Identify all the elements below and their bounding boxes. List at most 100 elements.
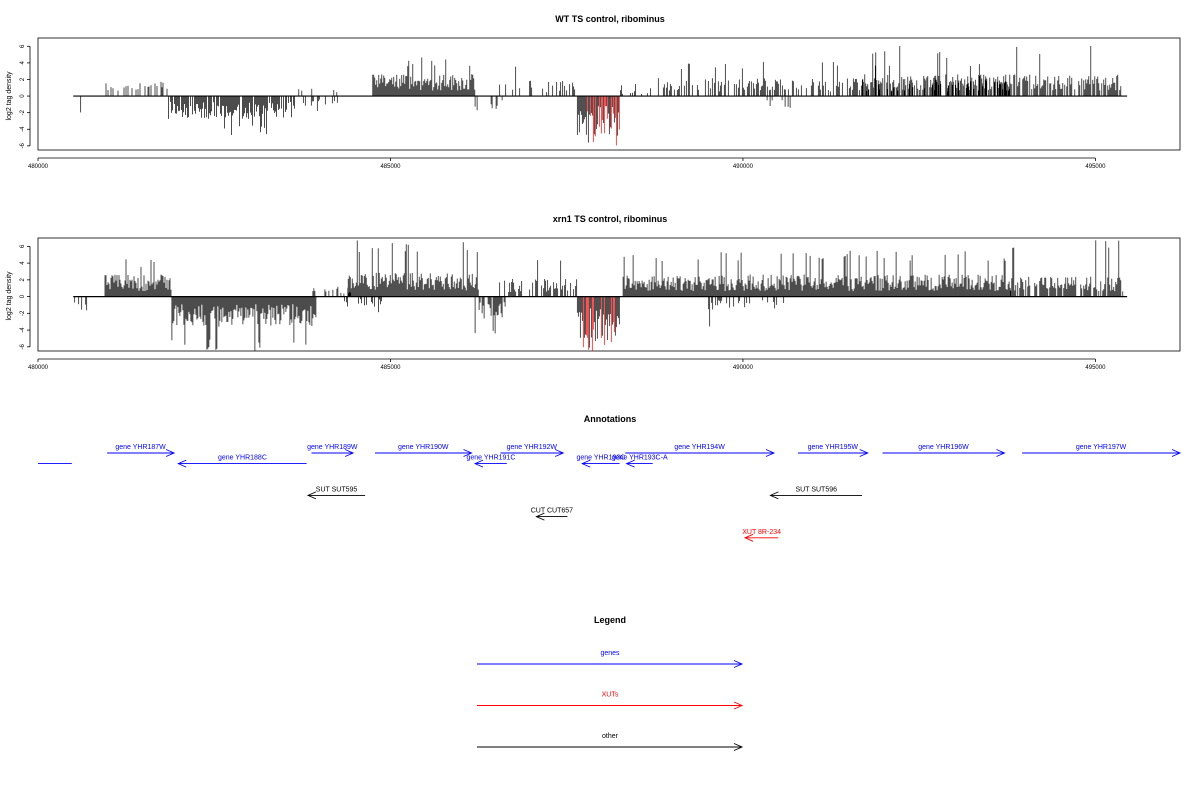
feature-label: gene YHR188C — [218, 455, 267, 462]
feature-label: gene YHR197W — [1076, 444, 1127, 451]
legend-label: other — [602, 733, 619, 740]
wt-y-axis-label: log2 tag density — [6, 71, 13, 121]
arrowhead-left — [743, 533, 754, 542]
y-tick-label: 4 — [20, 261, 26, 265]
annotation-feature[interactable]: gene YHR195W — [797, 444, 869, 457]
annotation-feature[interactable]: gene YHR189W — [307, 444, 358, 457]
xrn1-plot-frame — [37, 237, 1181, 352]
y-tick-label: -6 — [20, 343, 26, 349]
annotation-feature[interactable]: gene YHR188C — [177, 455, 307, 468]
annotation-feature[interactable]: gene YHR187W — [107, 444, 176, 457]
y-tick-label: 4 — [20, 61, 26, 65]
annotation-feature[interactable]: SUT SUT596 — [769, 486, 863, 500]
wt-density-bars — [80, 46, 1122, 146]
y-tick-label: 2 — [20, 77, 26, 81]
y-tick-label: 2 — [20, 278, 26, 282]
feature-label: CUT CUT657 — [531, 508, 573, 515]
wt-track-panel: WT TS control, ribominus log2 tag densit… — [6, 14, 1181, 170]
legend-label: XUTs — [602, 692, 619, 699]
legend-arrowhead — [733, 743, 744, 751]
y-tick-label: -4 — [20, 327, 26, 333]
arrowhead-right — [859, 449, 869, 457]
xrn1-track-panel: xrn1 TS control, ribominus log2 tag dens… — [6, 214, 1181, 371]
arrowhead-right — [165, 449, 176, 457]
arrowhead-left — [177, 459, 187, 468]
legend-arrowhead — [733, 660, 744, 668]
wt-track-title: WT TS control, ribominus — [555, 14, 665, 24]
x-tick-label: 490000 — [733, 365, 754, 371]
x-tick-label: 480000 — [28, 365, 49, 371]
feature-label: gene YHR196W — [918, 444, 969, 451]
y-tick-label: -2 — [20, 310, 26, 316]
xrn1-track-title: xrn1 TS control, ribominus — [553, 214, 668, 224]
legend-arrowhead — [733, 701, 744, 710]
feature-label: SUT SUT595 — [316, 486, 358, 493]
wt-plot-frame — [37, 37, 1181, 151]
feature-label: gene YHR189W — [307, 444, 358, 451]
y-tick-label: 6 — [20, 44, 26, 48]
annotation-feature[interactable]: gene YHR191C — [466, 455, 515, 468]
legend-panel: Legend genes XUTs other — [477, 615, 744, 751]
wt-x-axis: 480000 485000 490000 495000 — [28, 157, 1106, 170]
legend-label: genes — [600, 650, 620, 657]
feature-label: gene YHR187W — [115, 444, 166, 451]
arrowhead-right — [765, 449, 776, 457]
arrowhead-right — [1171, 449, 1182, 457]
legend-item: XUTs — [477, 692, 744, 710]
arrowhead-right — [996, 449, 1006, 457]
annotation-feature[interactable]: CUT CUT657 — [531, 508, 573, 521]
arrowhead-left — [473, 459, 484, 468]
annotation-features: gene YHR187W gene YHR188C gene YHR189W gene… — [38, 444, 1182, 542]
x-tick-label: 490000 — [733, 164, 754, 170]
y-tick-label: -4 — [20, 126, 26, 132]
wt-y-axis: 6 4 2 0 -2 -4 -6 — [20, 44, 31, 149]
arrowhead-left — [306, 491, 317, 500]
feature-label: gene YHR191C — [466, 455, 515, 462]
x-tick-label: 495000 — [1085, 164, 1106, 170]
legend-items: genes XUTs other — [477, 650, 744, 751]
annotation-feature[interactable]: gene YHR192W — [500, 444, 565, 457]
xrn1-y-axis-label: log2 tag density — [6, 271, 13, 321]
arrowhead-left — [535, 512, 545, 521]
feature-label: gene YHR193C — [576, 455, 625, 462]
legend-title: Legend — [594, 615, 626, 625]
x-tick-label: 480000 — [28, 164, 49, 170]
x-tick-label: 495000 — [1085, 365, 1106, 371]
arrowhead-left — [769, 491, 779, 500]
arrowhead-left — [625, 459, 635, 468]
xrn1-density-bars — [74, 240, 1124, 352]
y-tick-label: 0 — [20, 94, 26, 98]
annotations-title: Annotations — [584, 414, 637, 424]
arrowhead-left — [581, 459, 591, 468]
feature-label: gene YHR192W — [507, 444, 558, 451]
y-tick-label: -6 — [20, 143, 26, 149]
xrn1-x-axis: 480000 485000 490000 495000 — [28, 358, 1106, 371]
x-tick-label: 485000 — [380, 164, 401, 170]
annotation-feature[interactable]: gene YHR193C — [576, 455, 625, 468]
xrn1-y-axis: 6 4 2 0 -2 -4 -6 — [20, 244, 31, 349]
feature-label: SUT SUT596 — [796, 486, 838, 493]
feature-label: gene YHR195W — [808, 444, 859, 451]
feature-label: XUT 8R-234 — [742, 529, 781, 536]
y-tick-label: 6 — [20, 244, 26, 248]
annotation-feature[interactable]: gene YHR190W — [374, 444, 473, 457]
y-tick-label: 0 — [20, 294, 26, 298]
feature-label: gene YHR194W — [674, 444, 725, 451]
y-tick-label: -2 — [20, 109, 26, 115]
annotation-feature[interactable]: gene YHR197W — [1022, 444, 1182, 457]
arrowhead-right — [344, 449, 355, 457]
legend-item: other — [477, 733, 744, 751]
legend-item: genes — [477, 650, 744, 668]
annotation-feature[interactable]: gene YHR196W — [882, 444, 1006, 457]
feature-label: gene YHR193C-A — [612, 455, 668, 462]
annotation-feature[interactable]: gene YHR193C-A — [612, 455, 668, 468]
feature-label: gene YHR190W — [398, 444, 449, 451]
arrowhead-right — [554, 449, 565, 457]
annotation-feature[interactable]: XUT 8R-234 — [742, 529, 781, 542]
annotation-feature[interactable]: SUT SUT595 — [306, 486, 366, 500]
arrowhead-right — [463, 449, 473, 457]
x-tick-label: 485000 — [380, 365, 401, 371]
annotation-feature[interactable]: gene YHR194W — [625, 444, 776, 457]
